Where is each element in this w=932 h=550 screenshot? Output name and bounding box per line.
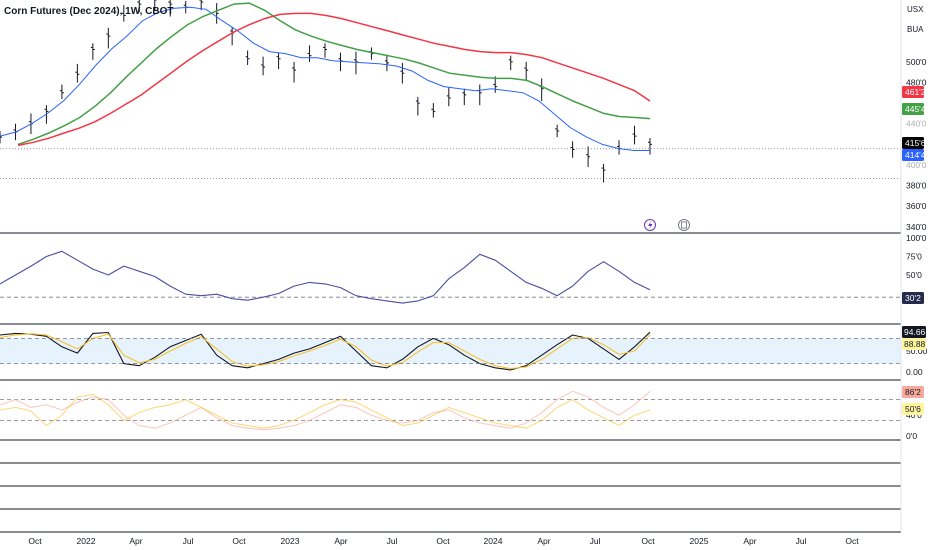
time-tick-label: Apr [334, 536, 347, 546]
chart-title: Corn Futures (Dec 2024), 1W, CBOT [4, 6, 174, 17]
empty-panes [0, 0, 902, 533]
price-pane[interactable] [0, 0, 901, 183]
price-level-badge [902, 149, 924, 161]
oscillator-1-tick-label: 50'0 [906, 270, 922, 280]
stochastic-level-badge [902, 338, 926, 350]
price-level-label: 461'2 [905, 87, 926, 97]
oscillator-1-series-1 [0, 250, 651, 304]
unit-label: BUA [907, 25, 924, 34]
stochastic-tick-label: 0.00 [906, 367, 923, 377]
oscillator-2-level-label: 50'6 [905, 404, 921, 414]
time-tick-label: Apr [537, 536, 550, 546]
price-tick-label: 400'0 [906, 160, 927, 170]
price-level-badge [902, 86, 924, 98]
stochastic-level-label: 94.66 [904, 327, 926, 337]
time-tick-label: Jul [387, 536, 398, 546]
ma-series-green [17, 2, 651, 146]
oscillator-2-series-1 [0, 390, 651, 431]
stochastic-level-label: 88.88 [904, 339, 926, 349]
time-tick-label: Jul [183, 536, 194, 546]
oscillator-2-level-badge [902, 403, 924, 415]
oscillator-2-level-badge [902, 386, 924, 398]
price-tick-label: 360'0 [906, 201, 927, 211]
time-tick-label: Apr [129, 536, 142, 546]
stochastic-series-1 [0, 331, 651, 371]
price-tick-label: 380'0 [906, 181, 927, 191]
oscillator-1-level-badge [902, 292, 924, 304]
price-tick-label: 340'0 [906, 222, 927, 232]
time-tick-label: Jul [590, 536, 601, 546]
time-tick-label: Oct [436, 536, 450, 546]
flash-icon-glyph [648, 221, 653, 230]
currency-label: USX [907, 5, 924, 14]
price-tick-label: 440'0 [906, 119, 927, 129]
price-level-label: 414'4 [905, 150, 926, 160]
stochastic-level-badge [902, 326, 926, 338]
oscillator-1-pane[interactable] [0, 250, 901, 304]
stochastic-tick-label: 50.00 [906, 346, 928, 356]
time-tick-label: Apr [743, 536, 756, 546]
oscillator-2-tick-label: 0'0 [906, 431, 917, 441]
dividend-icon-glyph [681, 221, 687, 229]
ma-series-blue [0, 6, 650, 151]
price-axis[interactable]: 500'0 480'0 380'0 360'0 340'0 440'0 400'0 USX BU… [902, 5, 928, 441]
time-tick-label: 2025 [690, 536, 709, 546]
time-tick-label: 2023 [281, 536, 300, 546]
price-level-badge [902, 137, 924, 149]
time-tick-label: Oct [28, 536, 42, 546]
oscillator-1-tick-label: 100'0 [906, 233, 927, 243]
event-icons[interactable] [644, 219, 690, 231]
oscillator-1-tick-label: 75'0 [906, 252, 922, 262]
price-level-label: 445'4 [905, 104, 926, 114]
price-level-badge [902, 103, 924, 115]
stochastic-series-2 [0, 333, 651, 370]
ma-series-red [17, 12, 651, 147]
stochastic-pane[interactable] [0, 331, 901, 371]
stochastic-band [0, 338, 901, 364]
time-axis[interactable]: Oct 2022 Apr Jul Oct 2023 Apr Jul Oct 2024 Apr Jul O… [28, 536, 859, 546]
time-tick-label: 2024 [484, 536, 503, 546]
oscillator-1-level-label: 30'2 [905, 293, 921, 303]
oscillator-2-series-2 [0, 393, 651, 429]
dividend-icon[interactable] [678, 219, 690, 231]
time-tick-label: Oct [845, 536, 859, 546]
time-tick-label: Oct [232, 536, 246, 546]
price-level-label: 415'6 [905, 138, 926, 148]
oscillator-2-level-label: 86'2 [905, 387, 921, 397]
time-tick-label: Jul [796, 536, 807, 546]
price-tick-label: 500'0 [906, 57, 927, 67]
price-tick-label: 480'0 [906, 77, 927, 87]
oscillator-2-tick-label: 40'0 [906, 410, 922, 420]
oscillator-2-pane[interactable] [0, 390, 901, 431]
time-tick-label: 2022 [77, 536, 96, 546]
time-tick-label: Oct [641, 536, 655, 546]
